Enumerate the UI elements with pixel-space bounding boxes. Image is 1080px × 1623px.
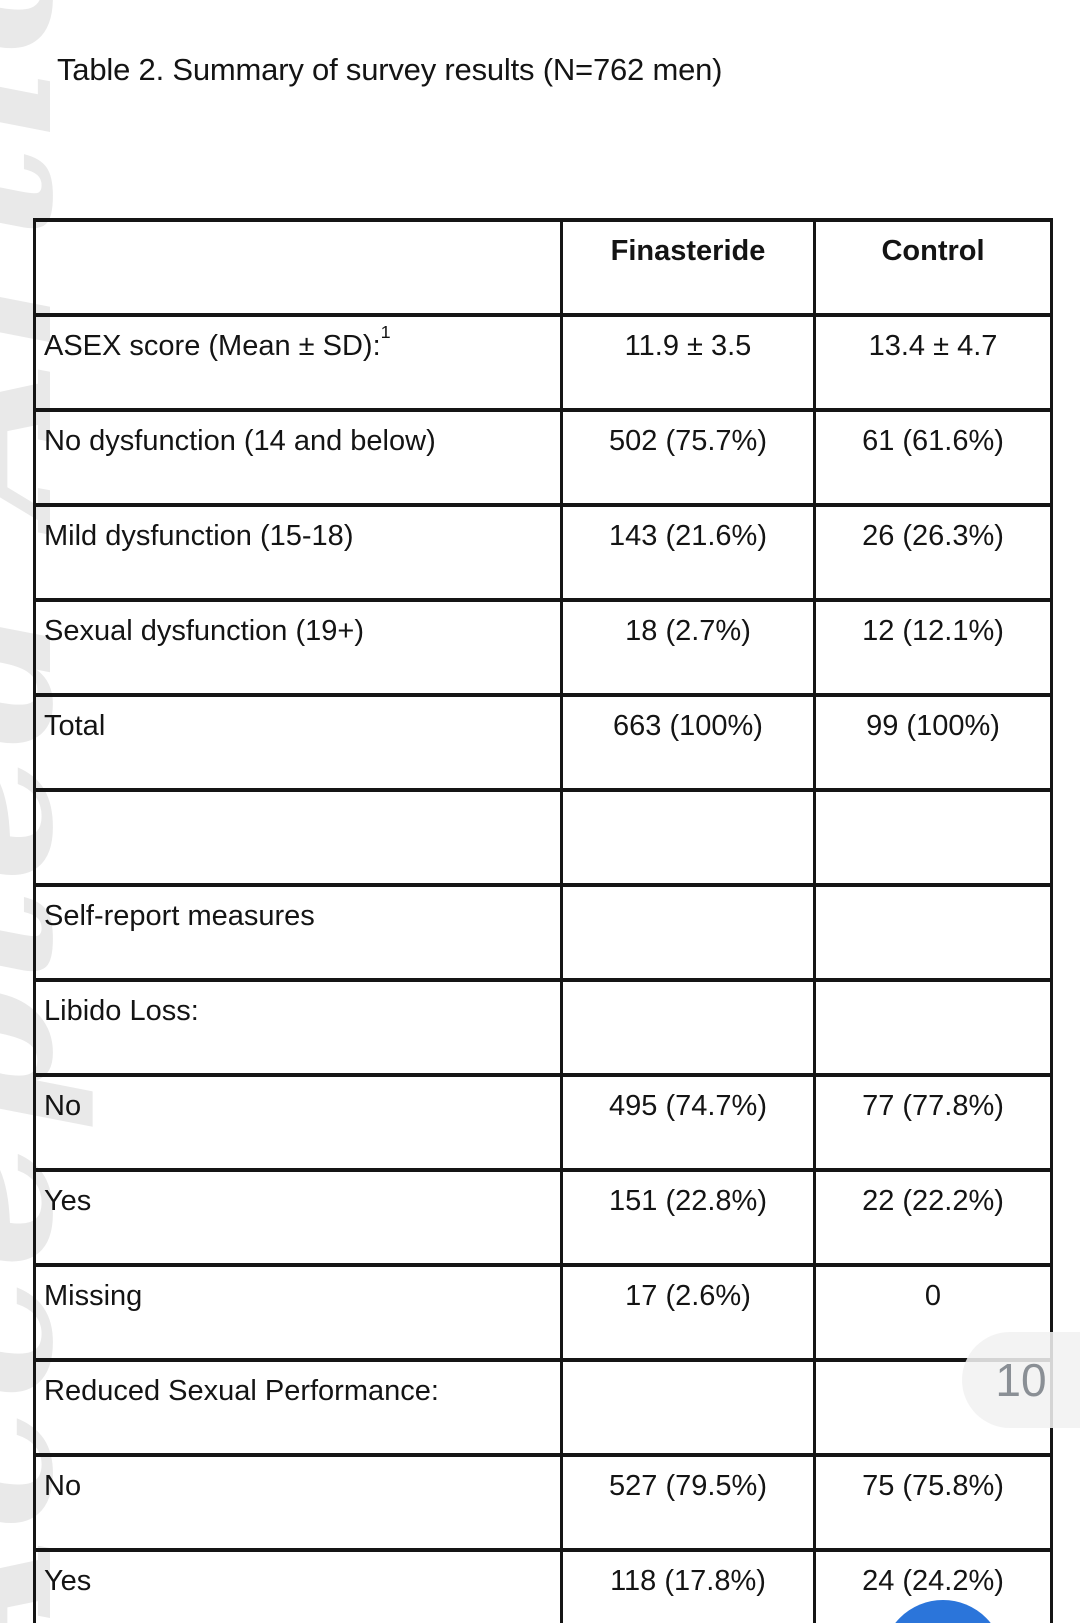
footnote-marker: 1: [380, 322, 391, 343]
row-label-cell: Reduced Sexual Performance:: [33, 1358, 563, 1457]
control-cell: 77 (77.8%): [813, 1073, 1053, 1172]
table-row: Libido Loss:: [33, 978, 1053, 1077]
finasteride-cell: [560, 1358, 816, 1457]
finasteride-cell: 17 (2.6%): [560, 1263, 816, 1362]
finasteride-cell: [560, 883, 816, 982]
row-label-cell: ASEX score (Mean ± SD):1: [33, 313, 563, 412]
row-label-cell: Total: [33, 693, 563, 792]
header-finasteride: Finasteride: [560, 218, 816, 317]
row-label-cell: Yes: [33, 1548, 563, 1623]
finasteride-cell: 495 (74.7%): [560, 1073, 816, 1172]
page-number-badge[interactable]: 10: [962, 1332, 1080, 1428]
row-label-cell: Libido Loss:: [33, 978, 563, 1077]
table-row: No dysfunction (14 and below) 502 (75.7%)…: [33, 408, 1053, 507]
table-row: Self-report measures: [33, 883, 1053, 982]
table-row: No 495 (74.7%) 77 (77.8%): [33, 1073, 1053, 1172]
row-label-cell: No: [33, 1453, 563, 1552]
control-cell: 26 (26.3%): [813, 503, 1053, 602]
control-cell: 12 (12.1%): [813, 598, 1053, 697]
table-caption: Table 2. Summary of survey results (N=76…: [57, 52, 723, 87]
finasteride-cell: 502 (75.7%): [560, 408, 816, 507]
survey-results-table: Finasteride Control ASEX score (Mean ± S…: [33, 218, 1053, 1623]
control-cell: [813, 978, 1053, 1077]
row-label-cell: Mild dysfunction (15-18): [33, 503, 563, 602]
control-cell: 75 (75.8%): [813, 1453, 1053, 1552]
table-row: Mild dysfunction (15-18) 143 (21.6%) 26 (2…: [33, 503, 1053, 602]
table-row: No 527 (79.5%) 75 (75.8%): [33, 1453, 1053, 1552]
control-cell: 22 (22.2%): [813, 1168, 1053, 1267]
row-label-cell: Missing: [33, 1263, 563, 1362]
row-label-cell: Sexual dysfunction (19+): [33, 598, 563, 697]
table-header-row: Finasteride Control: [33, 218, 1053, 317]
finasteride-cell: [560, 978, 816, 1077]
table-row: [33, 788, 1053, 887]
header-control: Control: [813, 218, 1053, 317]
finasteride-cell: 18 (2.7%): [560, 598, 816, 697]
row-label-cell: No dysfunction (14 and below): [33, 408, 563, 507]
row-label-cell: [33, 788, 563, 887]
table-row: Reduced Sexual Performance:: [33, 1358, 1053, 1457]
table-row: ASEX score (Mean ± SD):1 11.9 ± 3.5 13.4 ±…: [33, 313, 1053, 412]
finasteride-cell: 11.9 ± 3.5: [560, 313, 816, 412]
control-cell: 99 (100%): [813, 693, 1053, 792]
finasteride-cell: 527 (79.5%): [560, 1453, 816, 1552]
row-label-cell: Yes: [33, 1168, 563, 1267]
table-row: Missing 17 (2.6%) 0: [33, 1263, 1053, 1362]
table-row: Sexual dysfunction (19+) 18 (2.7%) 12 (12.…: [33, 598, 1053, 697]
table-body: ASEX score (Mean ± SD):1 11.9 ± 3.5 13.4 ±…: [33, 313, 1053, 1623]
row-label-cell: No: [33, 1073, 563, 1172]
header-empty-cell: [33, 218, 563, 317]
page-number-label: 10: [995, 1354, 1047, 1406]
control-cell: [813, 788, 1053, 887]
finasteride-cell: 663 (100%): [560, 693, 816, 792]
finasteride-cell: 143 (21.6%): [560, 503, 816, 602]
table-row: Yes 151 (22.8%) 22 (22.2%): [33, 1168, 1053, 1267]
finasteride-cell: 118 (17.8%): [560, 1548, 816, 1623]
control-cell: 61 (61.6%): [813, 408, 1053, 507]
table-row: Yes 118 (17.8%) 24 (24.2%): [33, 1548, 1053, 1623]
control-cell: [813, 883, 1053, 982]
finasteride-cell: [560, 788, 816, 887]
control-cell: 13.4 ± 4.7: [813, 313, 1053, 412]
table-row: Total 663 (100%) 99 (100%): [33, 693, 1053, 792]
finasteride-cell: 151 (22.8%): [560, 1168, 816, 1267]
row-label-cell: Self-report measures: [33, 883, 563, 982]
